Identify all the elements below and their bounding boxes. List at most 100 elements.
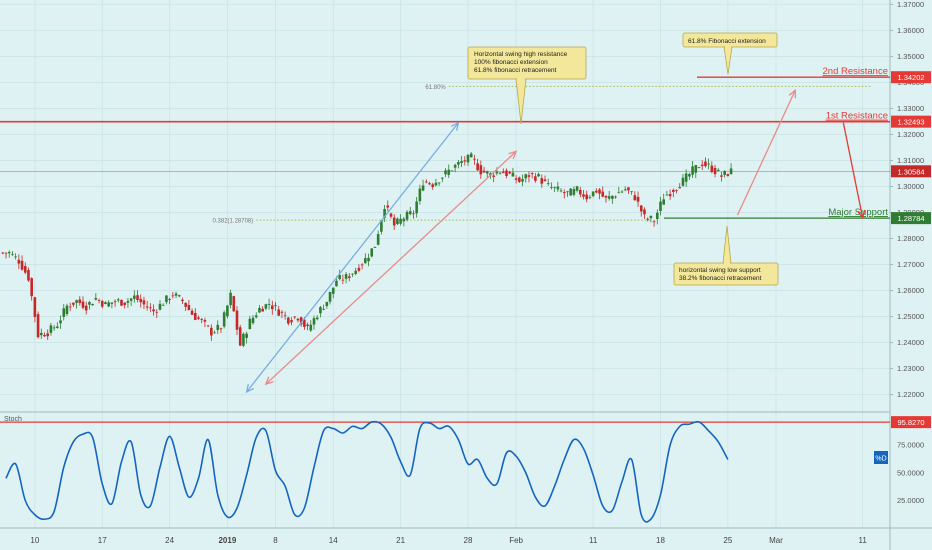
candle-body [376,234,380,245]
candle-body [213,332,216,334]
candle-body [174,293,178,296]
candle-body [149,307,152,309]
candle-body [187,305,191,311]
candle-body [322,308,325,310]
candle-body [540,178,544,184]
candle-body [88,302,91,305]
candle-body [129,298,133,301]
candle-body [17,259,21,264]
candlestick-series [1,152,733,348]
time-tick-label: Feb [509,536,523,545]
candle-body [476,163,479,171]
candle-body [296,318,300,321]
candle-body [415,201,418,214]
candle-body [113,301,117,303]
candle-body [373,246,377,248]
candle-body [184,302,187,307]
callout-top-right: 61.8% Fibonacci extension [682,32,778,75]
time-tick-label: 24 [165,536,174,545]
candle-body [396,218,399,224]
candle-body [290,320,293,323]
candle-body [357,267,361,271]
candle-body [203,319,207,322]
candle-body [75,300,78,303]
candle-body [482,170,486,173]
candle-body [617,192,621,194]
candle-body [367,257,370,262]
candle-body [723,170,726,175]
candle-body [639,205,643,212]
candle-body [319,307,322,314]
time-tick-label: 17 [98,536,107,545]
candle-body [704,161,707,167]
price-tick-label: 1.37000 [897,0,924,9]
level-price-badge [891,71,931,84]
candle-body [264,304,268,309]
candle-body [421,185,425,191]
candle-body [145,306,149,308]
candle-body [68,306,72,308]
level-price-badge [891,115,931,128]
time-tick-label: 10 [30,536,39,545]
candle-body [20,260,24,270]
callout-line: 100% fibonacci extension [474,59,548,66]
candle-body [84,305,88,311]
candle-body [72,302,75,305]
candle-body [450,170,454,172]
candle-body [508,172,512,174]
candle-body [238,327,242,346]
candle-body [578,189,582,195]
candle-body [559,190,563,192]
stoch-axis: 75.0000 50.0000 25.0000 [897,441,924,505]
candle-body [104,302,107,305]
candle-body [216,324,220,330]
candle-body [354,270,358,274]
candle-body [312,318,316,325]
candle-body [665,194,669,196]
candle-body [30,278,33,297]
callout-top-left: Horizontal swing high resistance 100% fi… [467,46,587,125]
candle-body [142,300,146,305]
candle-body [627,187,630,191]
time-tick-label: 28 [464,536,473,545]
candle-body [633,195,637,201]
candle-body [11,253,14,255]
candle-body [492,175,495,177]
candle-body [643,209,646,215]
candle-body [190,310,194,315]
candle-body [254,315,258,318]
candle-body [518,177,521,182]
candle-body [469,153,473,158]
candle-body [36,314,40,338]
candle-body [261,308,264,312]
candle-body [505,170,508,176]
candle-body [611,195,614,199]
price-tick-label: 1.27000 [897,260,924,269]
candle-body [598,189,601,194]
candle-body [335,280,338,287]
callout-line: 61.8% Fibonacci extension [688,38,766,45]
candle-body [479,165,483,175]
candle-body [56,326,59,328]
price-tick-label: 1.31000 [897,156,924,165]
stoch-d-badge-text: %D [875,456,886,463]
candle-body [197,317,200,319]
candle-body [418,188,422,202]
arrow-shaft [246,122,459,393]
level-price-badge-text: 1.32493 [897,118,924,127]
candle-body [556,186,560,190]
candle-body [434,182,438,186]
candle-body [136,295,139,301]
candle-body [691,166,694,175]
candle-body [280,311,284,313]
arrow-head [450,121,460,131]
callout-box [467,46,587,80]
stoch-tick-label: 25.0000 [897,496,924,505]
candle-body [27,269,30,281]
candle-body [473,158,476,160]
candle-body [116,299,120,301]
arrow-shaft [842,122,864,218]
candle-body [405,211,409,220]
candle-body [424,181,428,183]
candle-body [681,177,685,186]
